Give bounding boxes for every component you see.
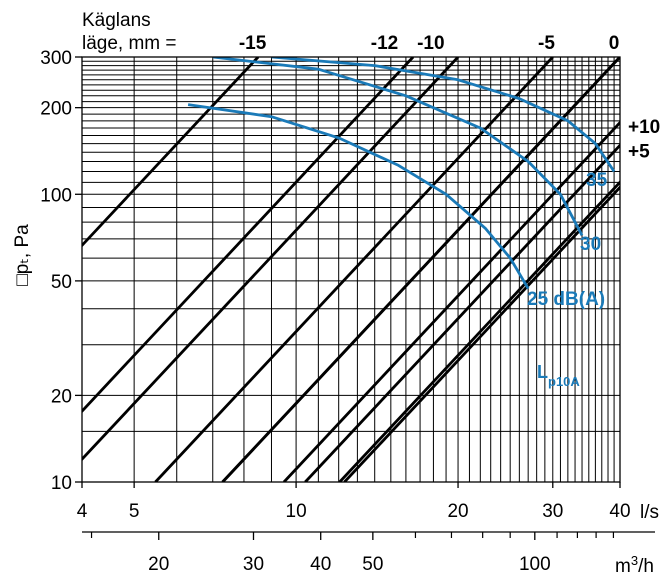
cone-line	[82, 57, 260, 248]
cone-line	[282, 120, 620, 482]
cone-line	[82, 57, 415, 414]
sound-curve	[212, 57, 584, 236]
cone-label: -10	[417, 33, 444, 54]
header-label-line1: Käglans	[82, 10, 151, 31]
cone-label: -5	[538, 33, 555, 54]
header-label-line2: läge, mm =	[82, 33, 177, 54]
labels: Käglans läge, mm = □pₜ, Pa l/s m3/h Lp10…	[12, 10, 660, 577]
cone-label: +10	[628, 117, 660, 138]
x-tick-label-ls: 10	[286, 501, 307, 522]
lp10a-main: L	[537, 362, 548, 382]
cone-position-lines	[82, 57, 620, 482]
plot-frame	[81, 56, 621, 483]
y-tick-label: 300	[40, 48, 72, 69]
x-tick-label-ls: 4	[77, 501, 88, 522]
sound-level-curves	[187, 57, 616, 290]
cone-line	[221, 57, 620, 482]
y-axis-label: □pₜ, Pa	[12, 224, 33, 286]
sound-curve-label: 25 dB(A)	[527, 289, 605, 310]
x-tick-label-ls: 20	[447, 501, 468, 522]
cone-label: -15	[239, 33, 267, 54]
cone-line	[82, 57, 460, 462]
x-tick-label-m3h: 100	[519, 554, 551, 575]
x-unit-bottom-sup: 3	[631, 553, 638, 568]
sound-curve-label: 35	[586, 170, 608, 191]
y-tick-label: 200	[40, 99, 72, 120]
x-tick-label-ls: 5	[129, 501, 140, 522]
sound-curve	[271, 57, 616, 173]
sound-curve-label: 30	[580, 234, 601, 255]
cone-label: -12	[371, 33, 398, 54]
x-unit-top: l/s	[640, 502, 659, 523]
y-tick-label: 10	[51, 473, 72, 494]
x-tick-label-m3h: 20	[148, 554, 169, 575]
cone-line	[154, 57, 554, 482]
x-tick-label-m3h: 40	[310, 554, 331, 575]
x-tick-label-m3h: 50	[362, 554, 383, 575]
x-tick-label-ls: 40	[609, 501, 630, 522]
lp10a-label: Lp10A	[537, 362, 580, 389]
cone-label: 0	[609, 33, 620, 54]
y-tick-label: 50	[51, 272, 72, 293]
ticks: 10 20 50 100 200 300 4 5 10 20 30 40 20 30 40 50 100	[40, 48, 655, 575]
cone-line	[338, 180, 620, 482]
cone-line	[304, 143, 620, 482]
x-tick-label-ls: 30	[542, 501, 563, 522]
sound-curve	[187, 103, 530, 290]
x-tick-label-m3h: 30	[243, 554, 264, 575]
x-unit-bottom: m3/h	[615, 553, 654, 578]
y-tick-label: 100	[40, 185, 72, 206]
cone-line	[343, 185, 620, 482]
cone-label: +5	[628, 142, 650, 163]
y-tick-label: 20	[51, 386, 72, 407]
lp10a-sub: p10A	[548, 374, 580, 389]
